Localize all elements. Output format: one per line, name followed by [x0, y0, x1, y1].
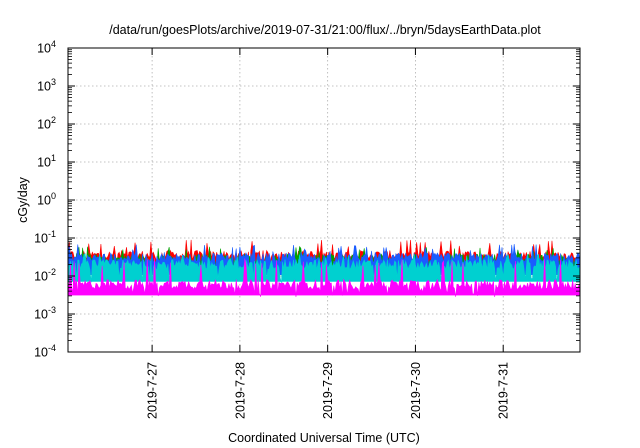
- y-axis: 10-4 10-3 10-2 10-1 100 101 102 103 104: [34, 39, 580, 360]
- grid-lines: [68, 48, 580, 352]
- y-tick-label: 10-2: [34, 267, 56, 284]
- y-tick-label: 10-1: [34, 229, 56, 246]
- chart-title: /data/run/goesPlots/archive/2019-07-31/2…: [109, 23, 541, 37]
- x-axis-label: Coordinated Universal Time (UTC): [228, 431, 420, 445]
- data-series: [67, 239, 581, 298]
- y-tick-label: 103: [37, 77, 56, 94]
- y-axis-label: cGy/day: [16, 176, 30, 223]
- y-tick-label: 101: [37, 153, 56, 170]
- y-tick-label: 10-3: [34, 305, 56, 322]
- x-axis: 2019-7-27 2019-7-28 2019-7-29 2019-7-30 2019…: [146, 48, 511, 419]
- x-tick-label: 2019-7-30: [409, 362, 423, 419]
- x-tick-label: 2019-7-31: [497, 362, 511, 419]
- x-tick-label: 2019-7-27: [146, 362, 160, 419]
- x-tick-label: 2019-7-29: [321, 362, 335, 419]
- y-tick-label: 10-4: [34, 343, 56, 360]
- y-tick-label: 102: [37, 115, 56, 132]
- y-tick-label: 104: [37, 39, 56, 56]
- x-tick-label: 2019-7-28: [233, 362, 247, 419]
- y-tick-label: 100: [37, 191, 56, 208]
- series-area: [67, 258, 581, 298]
